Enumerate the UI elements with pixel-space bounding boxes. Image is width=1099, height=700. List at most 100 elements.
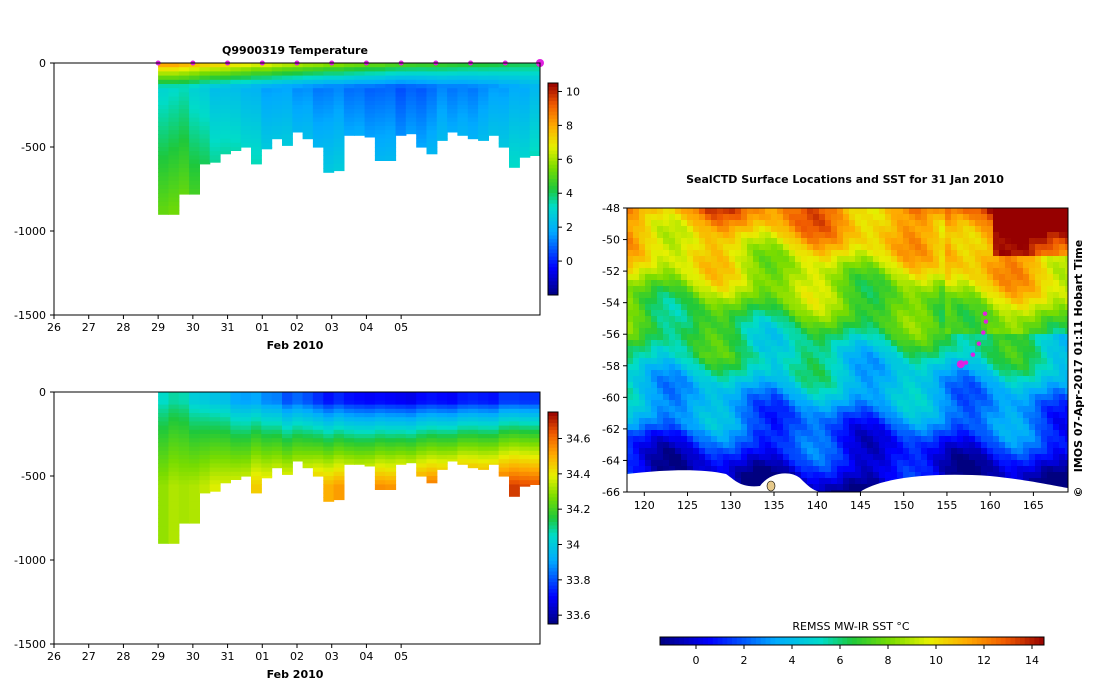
sst-cell	[843, 334, 850, 341]
profile-cell	[251, 117, 262, 123]
sst-cell	[771, 256, 778, 263]
sst-cell	[657, 370, 664, 377]
sst-cell	[981, 346, 988, 353]
sst-cell	[657, 358, 664, 365]
profile-cell	[220, 67, 231, 72]
sst-cell	[885, 436, 892, 443]
profile-cell	[529, 459, 540, 464]
profile-cell	[240, 130, 252, 135]
sst-cell	[849, 406, 856, 413]
sst-cell	[981, 208, 988, 215]
sst-cell	[789, 442, 796, 449]
sst-cell	[693, 286, 700, 293]
sst-cell	[705, 412, 712, 419]
sst-cell	[927, 412, 934, 419]
sst-cell	[975, 226, 982, 233]
profile-cell	[488, 400, 500, 406]
profile-cell	[199, 404, 211, 410]
sst-cell	[813, 454, 820, 461]
profile-cell	[168, 172, 180, 177]
profile-cell	[199, 408, 211, 414]
sst-cell	[885, 376, 892, 383]
sst-cell	[657, 424, 664, 431]
sst-cell	[891, 382, 898, 389]
sst-cell	[957, 406, 964, 413]
sst-cell	[705, 364, 712, 371]
sst-cell	[987, 460, 994, 467]
profile-cell	[178, 505, 190, 511]
profile-cell	[302, 92, 314, 98]
profile-cell	[426, 396, 438, 401]
sst-cell	[831, 244, 838, 251]
profile-cell	[282, 455, 293, 460]
sst-cell	[669, 442, 676, 449]
profile-cell	[230, 67, 242, 72]
profile-cell	[447, 400, 458, 406]
profile-cell	[467, 429, 479, 435]
sst-cell	[657, 448, 664, 455]
sst-cell	[681, 316, 688, 323]
sst-cell	[837, 322, 844, 329]
sst-cell	[717, 346, 724, 353]
sst-cell	[1017, 274, 1024, 281]
sst-cell	[735, 232, 742, 239]
sst-cell	[741, 478, 748, 485]
colorbar-segment	[548, 90, 558, 95]
profile-cell	[168, 193, 180, 198]
sst-cell	[945, 418, 952, 425]
profile-cell	[488, 126, 500, 131]
profile-cell	[488, 96, 500, 102]
sst-cell	[663, 274, 670, 281]
sst-cell	[933, 346, 940, 353]
sst-cell	[951, 262, 958, 269]
profile-cell	[333, 126, 345, 131]
sst-cell	[963, 304, 970, 311]
profile-cell	[364, 113, 376, 119]
sst-cell	[987, 256, 994, 263]
profile-cell	[209, 484, 221, 490]
sst-cell	[849, 292, 856, 299]
sst-cell	[903, 244, 910, 251]
sst-cell	[711, 316, 718, 323]
profile-cell	[436, 75, 448, 81]
profile-cell	[374, 130, 386, 135]
profile-cell	[209, 425, 221, 431]
colorbar-segment	[548, 164, 558, 169]
profile-cell	[498, 63, 510, 68]
sst-cell	[855, 412, 862, 419]
sst-cell	[951, 364, 958, 371]
profile-cell	[220, 463, 231, 469]
sst-cell	[855, 268, 862, 275]
sst-cell	[843, 328, 850, 335]
profile-cell	[251, 142, 262, 148]
sst-cell	[651, 268, 658, 275]
profile-cell	[312, 67, 324, 72]
profile-cell	[158, 530, 169, 536]
sst-cell	[825, 262, 832, 269]
sst-cell	[831, 424, 838, 431]
profile-cell	[199, 392, 211, 397]
sst-cell	[813, 484, 820, 491]
profile-cell	[271, 75, 283, 81]
sst-cell	[825, 358, 832, 365]
sst-cell	[921, 280, 928, 287]
sst-cell	[879, 418, 886, 425]
profile-cell	[189, 130, 200, 135]
sst-cell	[939, 304, 946, 311]
sst-cell	[675, 460, 682, 467]
profile-cell	[240, 75, 252, 81]
profile-cell	[178, 497, 190, 502]
profile-cell	[385, 425, 397, 431]
sst-cell	[957, 460, 964, 467]
sst-cell	[735, 220, 742, 227]
sst-cell	[1005, 460, 1012, 467]
sst-cell	[837, 274, 844, 281]
sst-cell	[717, 394, 724, 401]
sst-cell	[963, 268, 970, 275]
profile-cell	[395, 446, 407, 452]
sst-cell	[705, 262, 712, 269]
profile-cell	[178, 159, 190, 165]
sst-cell	[687, 238, 694, 245]
sst-cell	[645, 358, 652, 365]
profile-cell	[426, 134, 438, 140]
